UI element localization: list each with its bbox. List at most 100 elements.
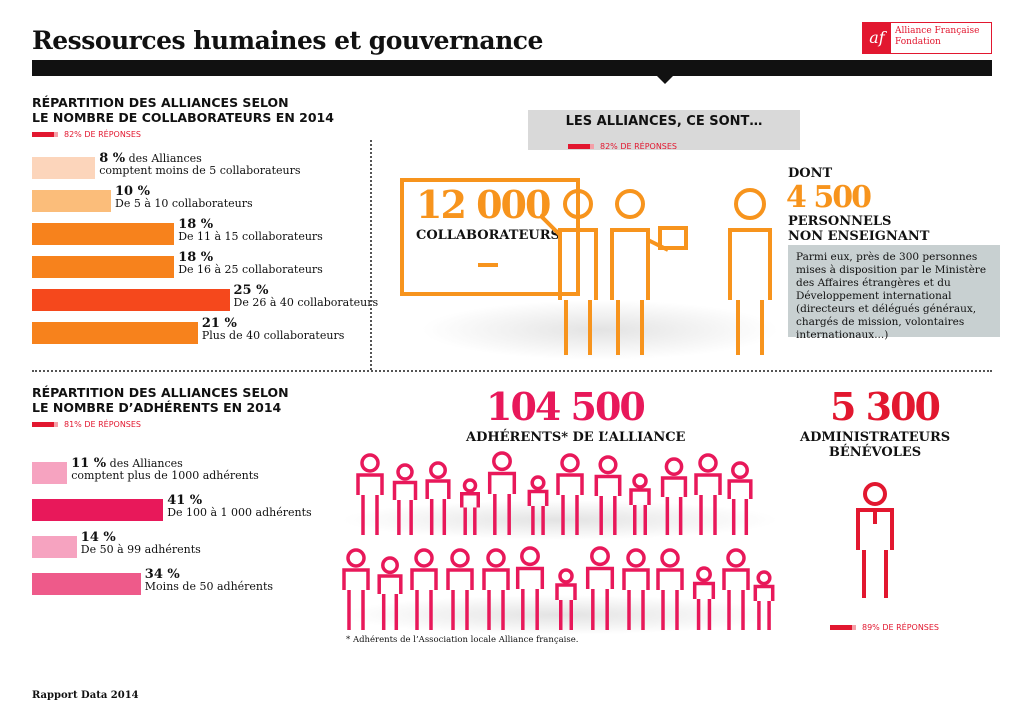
members-number: 104 500 — [486, 384, 646, 429]
collab-title-2: LE NOMBRE DE COLLABORATEURS EN 2014 — [32, 110, 334, 125]
logo-mark: af — [863, 23, 891, 53]
members-footnote: * Adhérents de l’Association locale Alli… — [346, 635, 579, 645]
non-teach-label-1: PERSONNELS — [788, 214, 892, 229]
logo-line2: Fondation — [895, 37, 941, 47]
collab-label: COLLABORATEURS — [416, 228, 560, 243]
members-shadow-1 — [340, 500, 780, 540]
person-icon — [622, 548, 650, 630]
collab-bar — [32, 157, 96, 179]
person-icon — [446, 548, 474, 630]
bar-text: De 100 à 1 000 adhérents — [167, 506, 312, 519]
student-icon — [610, 189, 688, 355]
admins-label-2: BÉNÉVOLES — [828, 445, 922, 460]
bar-text: De 16 à 25 collaborateurs — [178, 263, 323, 276]
collab-bar — [32, 190, 111, 212]
admins-label-1: ADMINISTRATEURS — [800, 430, 951, 445]
collab-bar — [32, 223, 175, 245]
person-icon — [460, 478, 480, 535]
person-icon — [410, 548, 438, 630]
dont-label: DONT — [788, 166, 833, 181]
bar-label: 25 % De 26 à 40 collaborateurs — [233, 283, 379, 309]
collab-title: RÉPARTITION DES ALLIANCES SELON LE NOMBRE… — [32, 95, 334, 125]
header-notch — [655, 74, 675, 84]
bar-text: Plus de 40 collaborateurs — [201, 329, 345, 342]
bar-pct: 34 % — [144, 567, 180, 582]
bar-pct: 25 % — [233, 283, 269, 298]
collab-number: 12 000 — [416, 182, 551, 227]
bar-pct: 18 % — [178, 217, 214, 232]
non-teach-number: 4 500 — [786, 180, 872, 215]
bar-label: 34 % Moins de 50 adhérents — [144, 567, 274, 593]
collab-bar-row: 18 % De 11 à 15 collaborateurs — [32, 218, 323, 245]
person-icon — [656, 548, 684, 630]
collab-title-1: RÉPARTITION DES ALLIANCES SELON — [32, 95, 289, 110]
bar-pct: 8 % — [99, 151, 126, 166]
adherents-bar-row: 14 % De 50 à 99 adhérents — [32, 531, 201, 558]
person-icon — [527, 475, 549, 535]
person-icon — [692, 566, 716, 630]
bar-pct: 41 % — [167, 493, 203, 508]
adherents-bar-row: 34 % Moins de 50 adhérents — [32, 568, 273, 595]
adherents-responses: 81% DE RÉPONSES — [32, 420, 141, 429]
members-label: ADHÉRENTS* DE L’ALLIANCE — [466, 430, 686, 445]
logo-line1: Alliance Française — [895, 26, 980, 36]
bar-text: comptent plus de 1000 adhérents — [71, 469, 259, 482]
bar-extra: des Alliances — [106, 457, 183, 470]
footer: Rapport Data 2014 — [32, 690, 139, 701]
adherents-title: RÉPARTITION DES ALLIANCES SELON LE NOMBRE… — [32, 385, 289, 415]
bar-text: comptent moins de 5 collaborateurs — [99, 164, 301, 177]
bar-label: 14 % De 50 à 99 adhérents — [80, 530, 201, 556]
person-icon — [482, 548, 510, 630]
person-icon — [753, 570, 775, 630]
bar-text: De 50 à 99 adhérents — [80, 543, 201, 556]
admins-responses-text: 89% DE RÉPONSES — [862, 623, 940, 632]
bar-extra: des Alliances — [125, 152, 202, 165]
header-bar — [32, 60, 992, 76]
page-title: Ressources humaines et gouvernance — [32, 26, 543, 55]
bar-pct: 14 % — [80, 530, 116, 545]
teacher-icon — [540, 189, 598, 355]
bar-label: 10 % De 5 à 10 collaborateurs — [115, 184, 253, 210]
bar-text: Moins de 50 adhérents — [144, 580, 274, 593]
adherents-title-1: RÉPARTITION DES ALLIANCES SELON — [32, 385, 289, 400]
board-dash — [478, 263, 498, 267]
staff-figures — [540, 188, 772, 355]
person-icon — [487, 451, 517, 535]
collab-bar — [32, 289, 230, 311]
collab-bar-row: 21 % Plus de 40 collaborateurs — [32, 317, 344, 344]
staff-note: Parmi eux, près de 300 personnes mises à… — [788, 245, 1000, 341]
bar-pct: 21 % — [201, 316, 237, 331]
adherents-bar — [32, 499, 164, 521]
admin-icon — [856, 482, 894, 598]
bar-pct: 18 % — [178, 250, 214, 265]
adherents-responses-text: 81% DE RÉPONSES — [64, 420, 142, 429]
bar-label: 11 % des Alliances comptent plus de 1000 … — [71, 457, 259, 482]
alliances-responses: 82% DE RÉPONSES — [568, 142, 677, 151]
admins-label: ADMINISTRATEURS BÉNÉVOLES — [800, 430, 950, 460]
collab-bar — [32, 322, 198, 344]
person-icon — [342, 548, 370, 630]
logo: af Alliance Française Fondation — [862, 22, 992, 54]
non-teach-label-2: NON ENSEIGNANT — [788, 229, 930, 244]
person-icon — [694, 453, 722, 535]
collab-responses: 82% DE RÉPONSES — [32, 130, 141, 139]
divider-horizontal — [32, 370, 992, 372]
bar-label: 21 % Plus de 40 collaborateurs — [201, 316, 345, 342]
bar-pct: 10 % — [115, 184, 150, 199]
person-icon — [356, 453, 384, 535]
person-icon — [594, 455, 622, 535]
person-icon — [377, 556, 403, 630]
alliances-banner: LES ALLIANCES, CE SONT… — [528, 110, 800, 150]
person-icon — [722, 548, 750, 630]
collab-bar-row: 25 % De 26 à 40 collaborateurs — [32, 284, 378, 311]
person-icon — [392, 463, 418, 535]
adherents-bar-row: 41 % De 100 à 1 000 adhérents — [32, 494, 312, 521]
divider-vertical — [370, 140, 372, 370]
person-icon — [515, 546, 545, 630]
person-icon — [556, 453, 584, 535]
whiteboard — [400, 178, 580, 296]
adherents-bar — [32, 462, 68, 484]
adherents-bar-row: 11 % des Alliances comptent plus de 1000 … — [32, 457, 259, 484]
person-icon — [555, 568, 577, 630]
person-icon — [727, 461, 753, 535]
